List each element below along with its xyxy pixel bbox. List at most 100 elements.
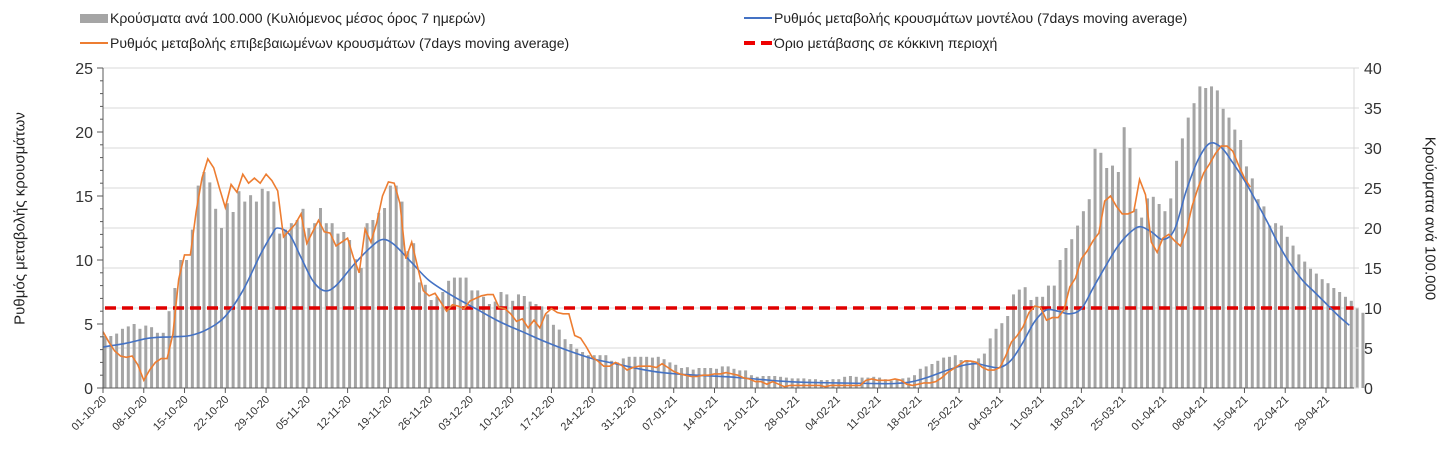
- x-tick-labels: 01-10-20 08-10-20 15-10-20 22-10-20 29-10-20…: [69, 394, 1332, 434]
- bar: [715, 368, 718, 388]
- legend-model-swatch: [744, 17, 772, 19]
- legend-bars: Κρούσματα ανά 100.000 (Κυλιόμενος μέσος …: [80, 10, 486, 26]
- bar: [557, 329, 561, 388]
- y-right-tick-label: 0: [1364, 381, 1373, 398]
- bar: [435, 296, 439, 388]
- bar: [1128, 148, 1132, 388]
- bar: [1035, 296, 1039, 388]
- bar: [388, 185, 392, 388]
- bar: [546, 314, 550, 388]
- bar: [202, 172, 206, 388]
- bar: [522, 296, 526, 388]
- bar: [784, 377, 788, 388]
- bar: [674, 364, 678, 388]
- bar: [1349, 300, 1353, 388]
- bar: [814, 379, 818, 388]
- bar: [1274, 223, 1278, 388]
- legend-confirmed-label: Ρυθμός μεταβολής επιβεβαιωμένων κρουσμάτ…: [110, 35, 570, 51]
- bar: [971, 360, 975, 388]
- bar: [569, 344, 573, 388]
- bar: [1000, 323, 1004, 388]
- bar: [144, 325, 148, 388]
- bar: [150, 327, 154, 388]
- bar: [1297, 254, 1301, 388]
- x-tick-label: 08-04-21: [1170, 394, 1210, 434]
- bar: [1227, 117, 1231, 388]
- y-right-tick-label: 40: [1364, 61, 1382, 78]
- x-tick-label: 08-10-20: [110, 394, 150, 434]
- x-tick-label: 01-10-20: [69, 394, 109, 434]
- bar: [988, 338, 992, 388]
- bar: [1175, 160, 1179, 388]
- bar: [307, 228, 311, 388]
- bar: [289, 223, 293, 388]
- y-left-tick-label: 0: [84, 381, 93, 398]
- bar: [115, 333, 119, 388]
- x-tick-label: 07-01-21: [640, 394, 680, 434]
- bar: [1343, 296, 1347, 388]
- bar: [516, 294, 520, 388]
- x-tick-label: 05-11-20: [274, 394, 313, 433]
- bar: [394, 185, 398, 388]
- x-tick-label: 26-11-20: [396, 394, 435, 433]
- x-tick-label: 22-10-20: [192, 394, 232, 434]
- bar: [266, 191, 270, 388]
- x-tick-label: 31-12-20: [599, 394, 639, 434]
- bar: [848, 376, 852, 388]
- bar: [1250, 178, 1254, 388]
- x-tick-label: 04-02-21: [803, 394, 843, 434]
- bar: [1291, 245, 1295, 388]
- bar: [697, 368, 701, 388]
- bar: [1163, 211, 1167, 388]
- legend-bar-swatch: [80, 13, 108, 23]
- bar: [1332, 288, 1336, 388]
- bar: [709, 368, 713, 388]
- x-tick-label: 25-02-21: [926, 394, 966, 434]
- y-left-tick-label: 20: [75, 125, 93, 142]
- bar: [947, 356, 951, 388]
- x-tick-label: 14-01-21: [681, 394, 721, 434]
- bar: [1180, 138, 1184, 388]
- bar: [534, 304, 538, 388]
- bar: [295, 220, 299, 388]
- x-tick-label: 29-10-20: [233, 394, 273, 434]
- bar: [528, 301, 532, 388]
- bar: [1105, 168, 1109, 388]
- bar: [452, 277, 456, 388]
- bar: [1326, 283, 1330, 388]
- bar: [965, 360, 969, 388]
- bar: [540, 306, 544, 388]
- bar: [703, 368, 707, 388]
- bar: [610, 360, 614, 388]
- bar: [225, 203, 229, 388]
- bar: [586, 355, 590, 388]
- bar: [214, 208, 218, 388]
- x-tick-label: 28-01-21: [763, 394, 803, 434]
- x-tick-label: 18-03-21: [1048, 394, 1088, 434]
- legend-confirmed-swatch: [80, 42, 108, 44]
- x-tick-label: 12-11-20: [315, 394, 354, 433]
- bar: [581, 352, 585, 388]
- bar: [301, 208, 305, 388]
- bar: [324, 223, 328, 388]
- bar: [505, 294, 509, 388]
- bar: [1192, 103, 1196, 388]
- bar: [249, 195, 253, 388]
- bar: [598, 355, 602, 388]
- bar: [219, 228, 223, 388]
- bar: [458, 277, 462, 388]
- bar: [1157, 204, 1161, 388]
- y-left-tick-label: 15: [75, 189, 93, 206]
- bar: [1262, 206, 1266, 388]
- bar: [621, 358, 625, 388]
- legend-confirmed: Ρυθμός μεταβολής επιβεβαιωμένων κρουσμάτ…: [80, 35, 569, 51]
- bar: [732, 368, 736, 388]
- bar: [487, 304, 491, 388]
- bar: [406, 251, 410, 388]
- bar: [1233, 129, 1237, 388]
- bar: [109, 336, 113, 388]
- x-tick-label: 03-12-20: [436, 394, 476, 434]
- bar: [103, 336, 107, 388]
- bar: [627, 356, 631, 388]
- bar: [1116, 172, 1120, 388]
